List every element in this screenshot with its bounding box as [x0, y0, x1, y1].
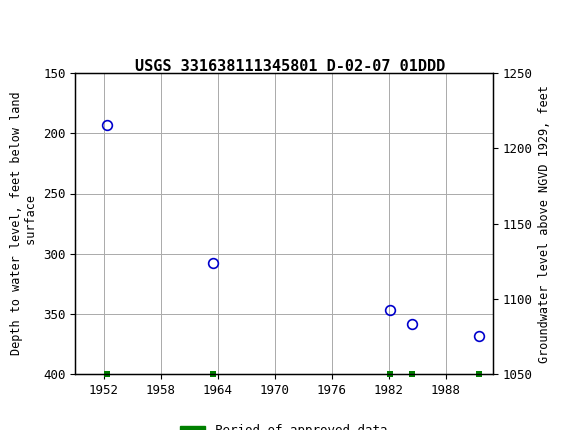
Y-axis label: Depth to water level, feet below land
 surface: Depth to water level, feet below land su… — [10, 92, 38, 356]
Y-axis label: Groundwater level above NGVD 1929, feet: Groundwater level above NGVD 1929, feet — [538, 85, 551, 362]
Text: ≡USGS: ≡USGS — [12, 16, 70, 35]
Text: USGS 331638111345801 D-02-07 01DDD: USGS 331638111345801 D-02-07 01DDD — [135, 59, 445, 74]
Legend: Period of approved data: Period of approved data — [176, 420, 393, 430]
